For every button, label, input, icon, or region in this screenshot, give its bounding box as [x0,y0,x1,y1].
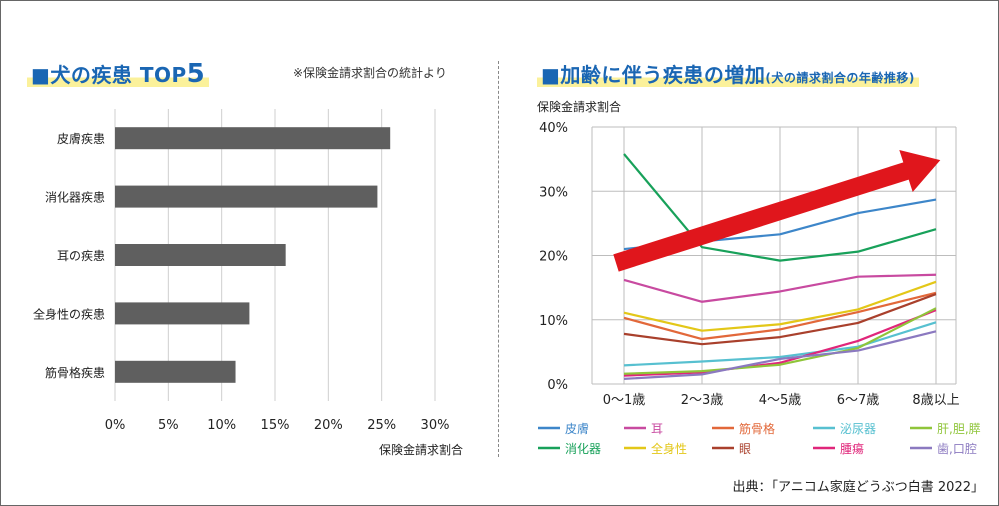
line-x-tick-label: 2〜3歳 [681,393,724,408]
line-series-4 [623,280,937,332]
bar-1 [115,127,391,150]
line-y-tick-label: 10% [539,314,568,329]
bar-x-tick-label: 10% [207,418,236,433]
bar-category-label: 皮膚疾患 [57,131,105,146]
line-x-tick-label: 8歳以上 [912,393,959,408]
legend-label-5: 筋骨格 [739,421,775,436]
statistics-note: ※保険金請求割合の統計より [293,66,447,80]
line-x-tick-label: 4〜5歳 [759,393,802,408]
line-x-tick-label: 0〜1歳 [603,393,646,408]
bar-category-label: 耳の疾患 [57,248,105,263]
legend-label-2: 消化器 [565,442,601,456]
bar-category-label: 筋骨格疾患 [45,365,105,380]
trend-arrow [613,150,941,272]
bar-x-tick-label: 30% [421,418,450,433]
line-series-5 [623,291,937,341]
bar-x-axis-label: 保険金請求割合 [379,442,463,457]
panel-divider [498,61,500,457]
legend-label-1: 皮膚 [565,421,589,436]
left-title-text: ■犬の疾患 TOP [31,63,187,87]
bar-4 [115,302,250,325]
bar-chart: 0% 5% 10% 15% 20% 25% 30% 皮膚疾患消化器疾患耳の疾患全身性の疾患筋骨… [33,109,463,457]
bar-category-label: 消化器疾患 [45,190,105,205]
legend-label-7: 泌尿器 [840,422,876,436]
bar-x-tick-label: 15% [261,418,290,433]
line-series-10 [623,330,937,380]
right-chart-title: ■加齢に伴う疾患の増加(犬の請求割合の年齢推移) [537,59,919,88]
bar-x-tick-label: 25% [367,418,396,433]
line-series-8 [623,309,937,377]
bar-category-label: 全身性の疾患 [33,306,105,321]
line-y-tick-label: 40% [539,121,568,136]
legend-label-6: 眼 [739,442,751,456]
line-y-tick-label: 0% [547,378,568,393]
line-x-tick-label: 6〜7歳 [837,393,880,408]
line-series-3 [623,273,937,303]
source-citation: 出典：「アニコム家庭どうぶつ白書 2022」 [732,480,984,495]
legend-label-10: 歯,口腔 [937,441,977,456]
bar-x-tick-label: 0% [105,418,126,433]
legend-label-3: 耳 [651,422,663,436]
bar-2 [115,185,378,208]
left-title-rank: 5 [186,59,206,89]
line-series-6 [623,293,937,346]
line-series-2 [623,153,937,262]
right-title-subtitle: (犬の請求割合の年齢推移) [765,71,915,85]
line-y-tick-label: 20% [539,250,568,265]
bar-3 [115,244,286,266]
bar-x-tick-label: 5% [158,418,179,433]
line-y-tick-label: 30% [539,185,568,200]
legend-label-8: 腫瘍 [840,441,864,456]
line-chart: 保険金請求割合 0% 10% 20% 30% 40% 0〜1歳 2〜3歳 4〜5歳 6〜7歳 8歳以… [537,99,981,456]
bar-x-tick-label: 20% [314,418,343,433]
right-title-text: ■加齢に伴う疾患の増加 [541,63,766,87]
line-series-7 [623,321,937,367]
bar-5 [115,360,236,383]
left-chart-title: ■犬の疾患 TOP5 [27,59,210,89]
line-series-9 [623,307,937,375]
legend-label-4: 全身性 [651,441,687,456]
legend-label-9: 肝,胆,膵 [937,422,981,436]
line-y-axis-label: 保険金請求割合 [537,99,621,114]
